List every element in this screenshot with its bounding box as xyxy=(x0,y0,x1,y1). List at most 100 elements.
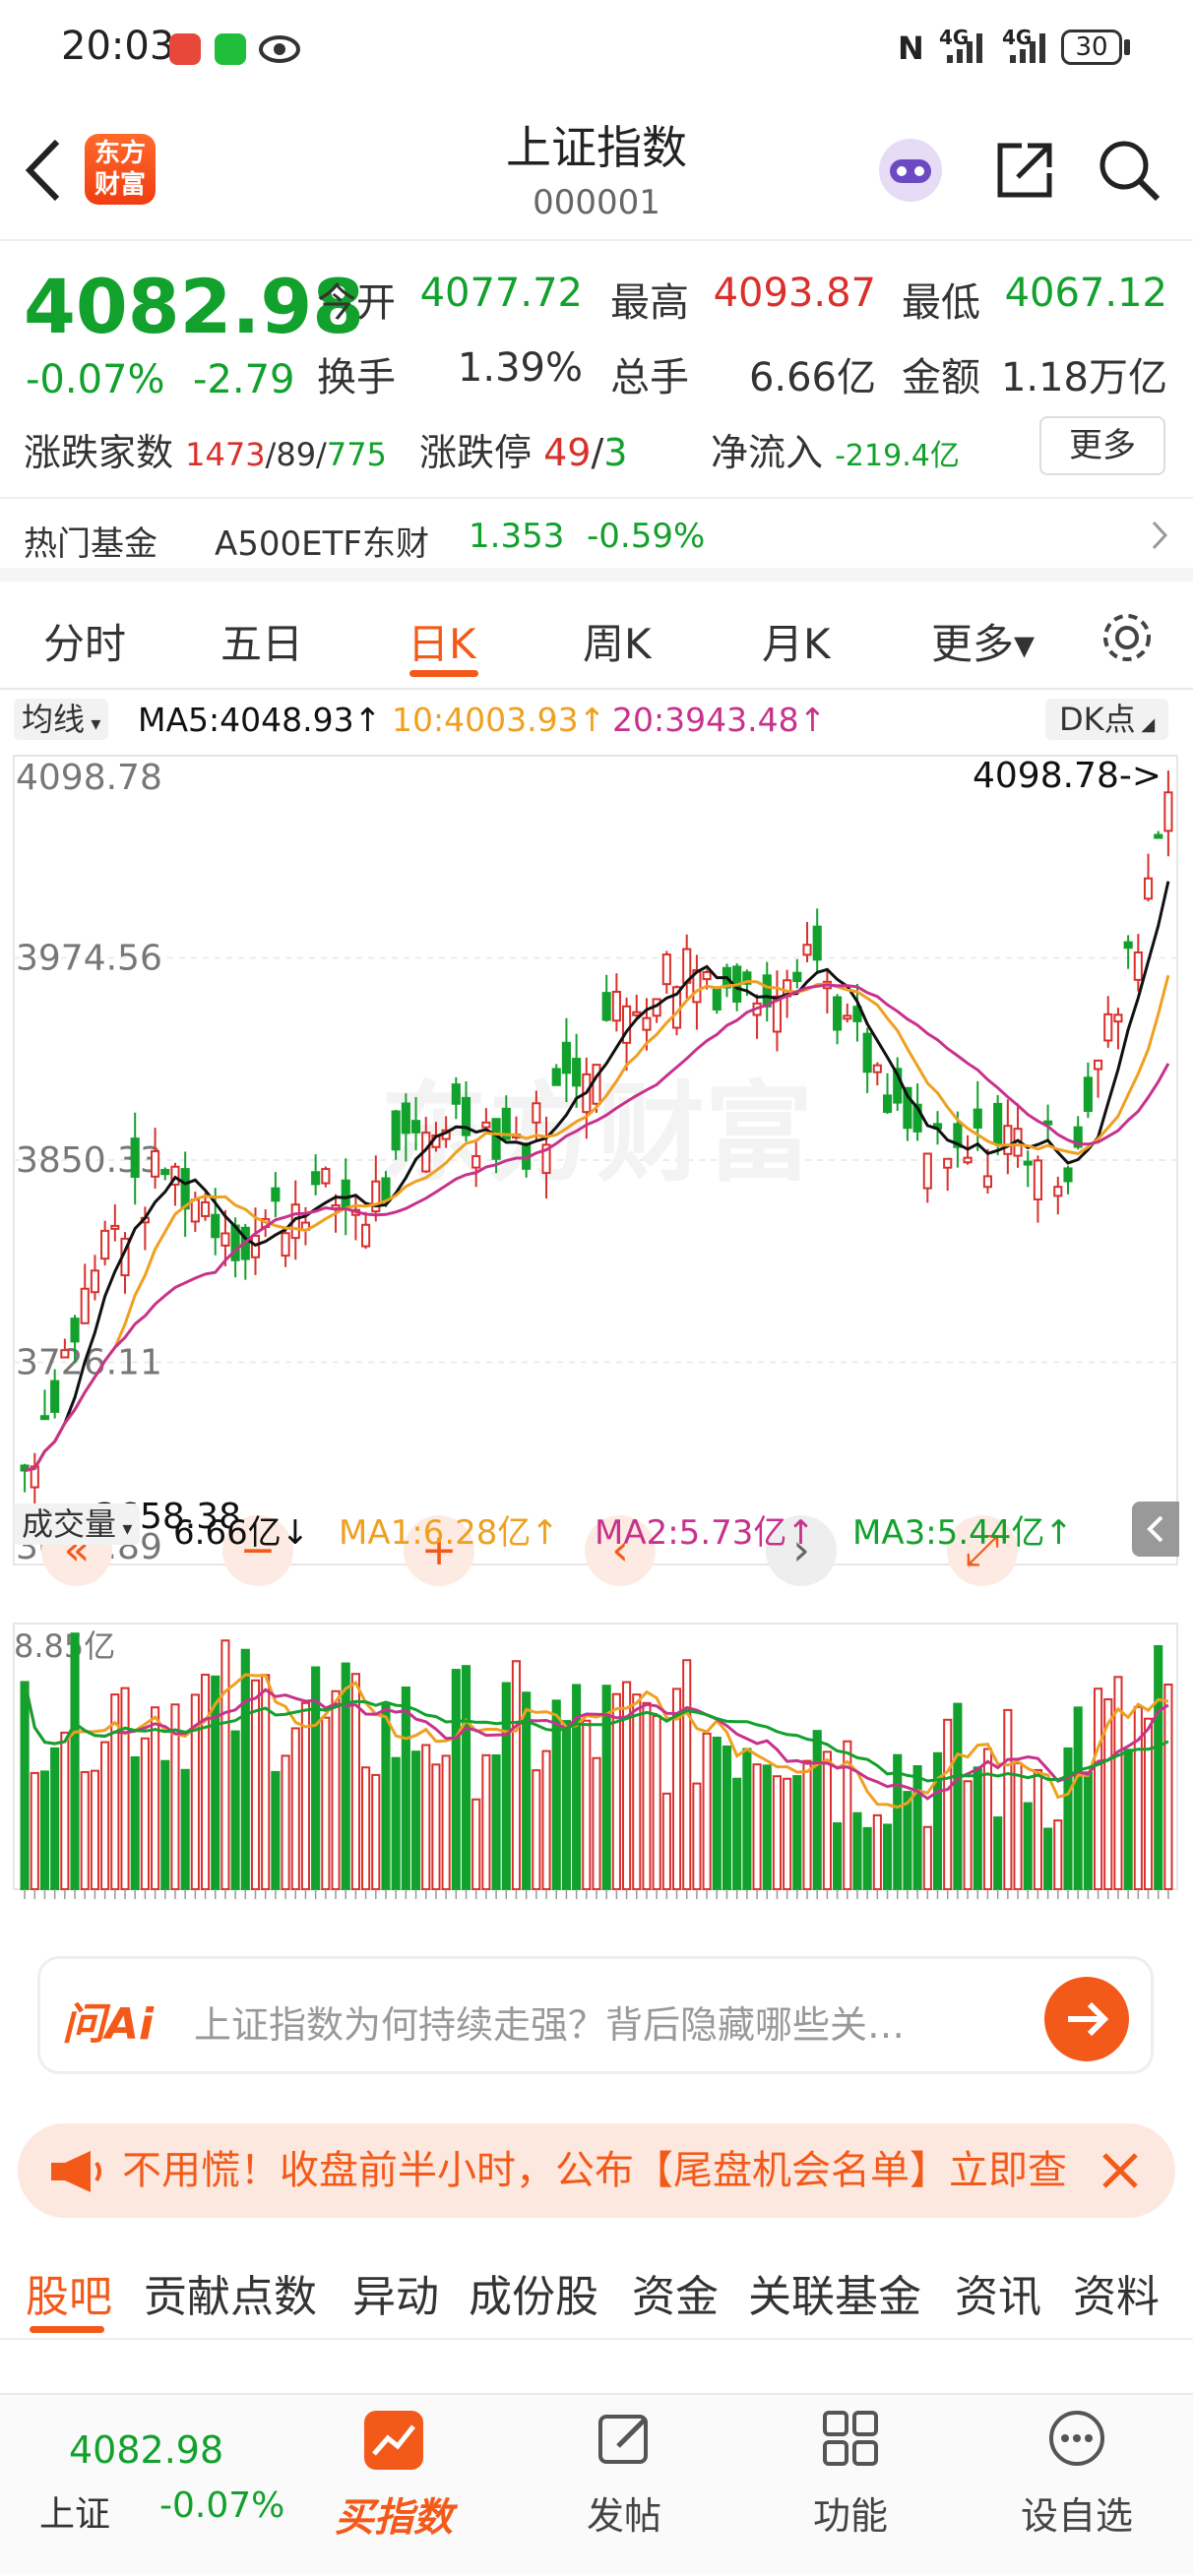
change-percent: -0.07% xyxy=(26,357,165,402)
robot-assistant-button[interactable] xyxy=(876,136,945,205)
add-watchlist-button[interactable]: 设自选 xyxy=(978,2395,1175,2576)
candle-body xyxy=(852,1006,862,1022)
more-circle-icon xyxy=(1049,2411,1104,2466)
volume-bar xyxy=(371,1773,381,1890)
volume-bar xyxy=(230,1730,240,1890)
post-label: 发帖 xyxy=(586,2494,661,2538)
tab-anomaly[interactable]: 异动 xyxy=(352,2272,439,2322)
dk-button[interactable]: DK点 ◢ xyxy=(1045,699,1169,740)
candle-body xyxy=(592,1064,601,1105)
candle-body xyxy=(692,969,702,1004)
close-icon[interactable] xyxy=(1099,2149,1142,2192)
signal-icon-2 xyxy=(1010,33,1045,63)
volume-bar xyxy=(702,1732,712,1890)
volume-bar xyxy=(1083,1771,1093,1890)
candle-body xyxy=(341,1179,350,1209)
back-icon[interactable] xyxy=(20,136,69,205)
volume-bar xyxy=(982,1748,993,1890)
candle-body xyxy=(461,1096,471,1136)
tab-news[interactable]: 资讯 xyxy=(955,2272,1041,2322)
volume-bar xyxy=(160,1759,170,1891)
tab-monthly-k[interactable]: 月K xyxy=(762,620,831,668)
scroll-left-icon[interactable]: ‹ xyxy=(585,1515,656,1586)
unchanged: 89 xyxy=(276,436,317,473)
candle-body xyxy=(501,1107,511,1140)
tab-weekly-k[interactable]: 周K xyxy=(583,620,652,668)
zoom-out-icon[interactable]: − xyxy=(222,1515,293,1586)
low-label: 最低 xyxy=(902,280,980,326)
hot-fund-row[interactable]: 热门基金 A500ETF东财 1.353 -0.59% xyxy=(0,499,1193,582)
robot-icon xyxy=(879,139,942,202)
candle-body xyxy=(200,1200,211,1217)
volume-bar xyxy=(401,1687,410,1890)
volume-bar xyxy=(932,1751,943,1890)
volume-bar xyxy=(381,1703,391,1890)
ai-send-button[interactable] xyxy=(1044,1977,1129,2061)
tab-related-funds[interactable]: 关联基金 xyxy=(748,2272,921,2322)
tab-guba[interactable]: 股吧 xyxy=(26,2272,112,2322)
candle-body xyxy=(1113,1013,1123,1023)
candle-body xyxy=(39,1415,50,1421)
post-button[interactable]: 发帖 xyxy=(526,2395,722,2576)
candle-body xyxy=(953,1123,963,1148)
svg-text:‹: ‹ xyxy=(611,1525,629,1575)
kline-svg[interactable]: 4098.783974.563850.333726.113601.89东方财富4… xyxy=(0,748,1193,1899)
candle-body xyxy=(130,1137,140,1178)
arrow-right-icon xyxy=(1068,2001,1109,2037)
candle-body xyxy=(622,1005,632,1044)
volume-selector[interactable]: 成交量 ▾ xyxy=(14,1503,141,1545)
y-axis-label-1: 3974.56 xyxy=(16,938,162,978)
tab-more[interactable]: 更多▾ xyxy=(931,620,1036,668)
candle-body xyxy=(792,971,802,983)
fullscreen-icon[interactable]: ⤢ xyxy=(947,1515,1018,1586)
tab-intraday[interactable]: 分时 xyxy=(43,620,127,668)
tab-five-day[interactable]: 五日 xyxy=(220,620,304,668)
volume-bar xyxy=(912,1765,922,1891)
sep-3: / xyxy=(591,431,604,474)
candle-body xyxy=(912,1103,922,1133)
candle-body xyxy=(471,1154,481,1169)
gear-icon[interactable] xyxy=(1099,609,1156,666)
share-button[interactable] xyxy=(990,136,1059,205)
candle-body xyxy=(1023,1160,1033,1166)
search-button[interactable] xyxy=(1095,136,1163,205)
candle-body xyxy=(843,1014,852,1020)
ma5-line xyxy=(24,881,1170,1472)
candle-body xyxy=(572,1058,582,1087)
current-price: 4082.98 xyxy=(24,263,365,350)
subtab-active-indicator xyxy=(30,2326,104,2333)
volume-bar xyxy=(471,1798,481,1891)
volume-bar xyxy=(561,1720,571,1890)
more-quote-button[interactable]: 更多 xyxy=(1039,416,1165,475)
tab-funds-flow[interactable]: 资金 xyxy=(632,2272,719,2322)
banner-text: 不用慌！收盘前半小时，公布【尾盘机会名单】立即查 xyxy=(122,2148,1067,2193)
tab-daily-k[interactable]: 日K xyxy=(408,620,476,668)
ai-question-box[interactable]: 问Ai 上证指数为何持续走强？背后隐藏哪些关… xyxy=(37,1956,1154,2074)
ma-selector[interactable]: 均线 ▾ xyxy=(14,699,109,740)
bottom-quote[interactable]: 4082.98 上证 -0.07% xyxy=(0,2395,295,2576)
volume-bar xyxy=(812,1730,822,1891)
candle-body xyxy=(1143,877,1154,900)
buy-index-button[interactable]: 买指数 xyxy=(295,2395,492,2576)
zoom-in-icon[interactable]: + xyxy=(404,1515,474,1586)
function-button[interactable]: 功能 xyxy=(752,2395,949,2576)
buy-index-label: 买指数 xyxy=(335,2495,453,2541)
fund-name: A500ETF东财 xyxy=(215,524,429,564)
volume-bar xyxy=(200,1674,211,1890)
grid-icon xyxy=(823,2411,878,2466)
volume-bar xyxy=(1033,1768,1042,1890)
volume-bar xyxy=(130,1755,140,1891)
candle-body xyxy=(893,1068,903,1104)
tab-contribution[interactable]: 贡献点数 xyxy=(144,2272,317,2322)
promo-banner[interactable]: 不用慌！收盘前半小时，公布【尾盘机会名单】立即查 xyxy=(18,2123,1175,2218)
volume-bar xyxy=(271,1770,281,1890)
tab-constituents[interactable]: 成份股 xyxy=(469,2272,598,2322)
volume-bar xyxy=(682,1659,692,1890)
volume-bar xyxy=(872,1813,882,1891)
scroll-right-icon[interactable]: › xyxy=(766,1515,837,1586)
volume-bar xyxy=(903,1791,912,1890)
candle-body xyxy=(1103,1012,1113,1042)
tab-profile[interactable]: 资料 xyxy=(1073,2272,1160,2322)
collapse-panel-button[interactable] xyxy=(1132,1502,1179,1557)
volume-bar xyxy=(1163,1684,1173,1890)
